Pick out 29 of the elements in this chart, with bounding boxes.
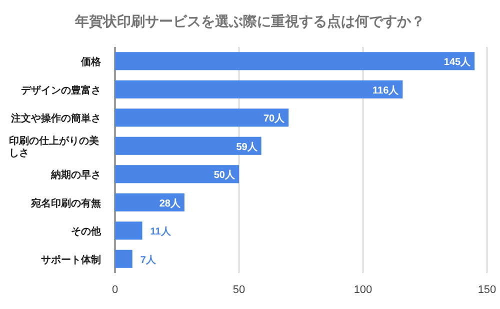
bar bbox=[115, 108, 289, 127]
x-tick-label: 150 bbox=[478, 284, 496, 296]
y-tick-label: 納期の早さ bbox=[50, 169, 101, 182]
data-label: 11人 bbox=[150, 226, 172, 238]
data-label: 59人 bbox=[236, 140, 258, 153]
bar bbox=[115, 193, 184, 212]
x-tick-label: 0 bbox=[112, 284, 118, 296]
y-tick-label: 印刷の仕上がりの美しさ bbox=[9, 134, 99, 159]
y-tick-label: その他 bbox=[71, 226, 102, 238]
bar bbox=[115, 80, 403, 98]
y-tick-label: サポート体制 bbox=[41, 254, 101, 266]
bar bbox=[115, 136, 262, 155]
data-label: 7人 bbox=[140, 254, 157, 266]
y-tick-label: 宛名印刷の有無 bbox=[30, 197, 101, 210]
bar bbox=[115, 165, 239, 184]
data-label: 50人 bbox=[214, 169, 236, 182]
y-tick-label: 価格 bbox=[80, 56, 102, 68]
x-tick-label: 100 bbox=[354, 284, 372, 296]
data-label: 116人 bbox=[372, 84, 400, 96]
data-label: 145人 bbox=[444, 56, 472, 68]
y-tick-label: デザインの豊富さ bbox=[21, 84, 101, 96]
bar bbox=[115, 250, 132, 268]
y-tick-label: 注文や操作の簡単さ bbox=[10, 112, 101, 125]
bar bbox=[115, 222, 142, 240]
bar bbox=[115, 52, 475, 70]
data-label: 28人 bbox=[159, 197, 182, 210]
chart-title: 年賀状印刷サービスを選ぶ際に重視する点は何ですか？ bbox=[74, 13, 425, 29]
data-label: 70人 bbox=[263, 112, 286, 125]
x-tick-label: 50 bbox=[232, 284, 246, 296]
